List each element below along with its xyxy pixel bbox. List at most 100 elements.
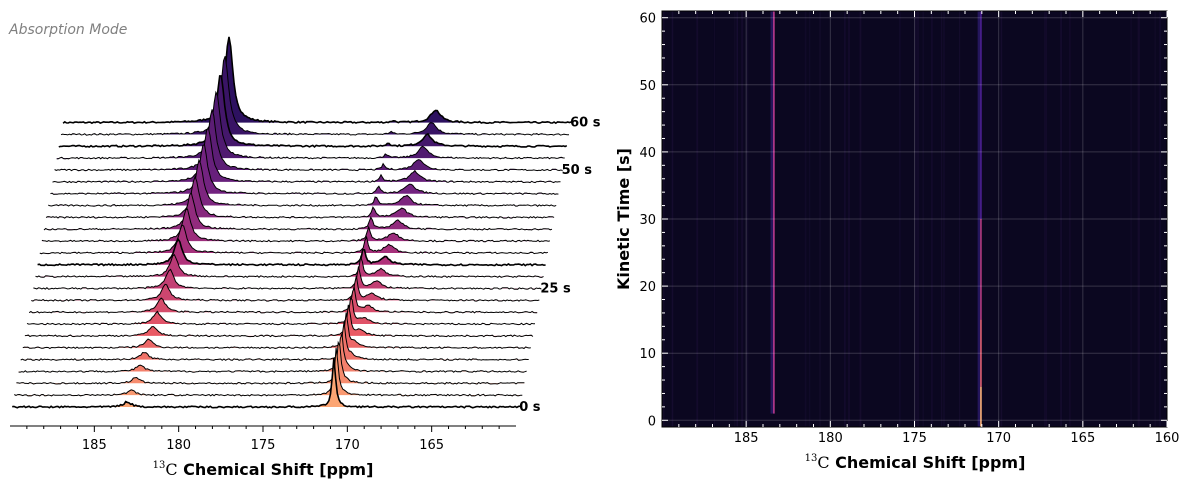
- noise-streak: [741, 11, 744, 427]
- trace-line: [45, 175, 555, 219]
- noise-streak: [1154, 11, 1156, 427]
- trace-line: [12, 357, 521, 409]
- noise-streak: [1043, 11, 1046, 427]
- heatmap-background: [662, 11, 1167, 427]
- noise-streak: [1159, 11, 1161, 427]
- trace-fill: [46, 176, 555, 219]
- peak-r-line: [980, 319, 982, 387]
- noise-streak: [746, 11, 749, 427]
- trace-fill: [44, 192, 552, 230]
- right-ticks: 185 180 175 170 165 160 0 10 20 30 40 50 60: [639, 11, 1179, 446]
- y-tick-label: 0: [648, 414, 656, 429]
- x-tick-label: 180: [166, 438, 191, 453]
- x-tick-label: 165: [1070, 431, 1095, 446]
- time-label: 25 s: [540, 282, 571, 297]
- noise-streak: [1137, 11, 1140, 427]
- y-tick-label: 40: [639, 146, 656, 161]
- y-tick-label: 60: [639, 12, 656, 27]
- trace-line: [31, 275, 540, 302]
- trace-line: [33, 266, 542, 290]
- x-tick-label: 175: [902, 431, 927, 446]
- peak-a-line: [773, 11, 775, 414]
- trace-line: [22, 312, 531, 350]
- x-tick-label: 170: [335, 438, 360, 453]
- trace-line: [56, 90, 565, 160]
- noise-streak: [1000, 11, 1003, 427]
- noise-streak: [917, 11, 919, 427]
- trace-line: [28, 285, 538, 314]
- trace-fill: [20, 321, 529, 361]
- left-x-axis-title: 13C Chemical Shift [ppm]: [153, 460, 374, 479]
- trace-fill: [58, 75, 567, 147]
- noise-streak: [809, 11, 811, 427]
- time-label: 60 s: [570, 116, 601, 131]
- trace-line: [35, 253, 544, 279]
- noise-streak: [671, 11, 673, 427]
- trace-fill: [27, 298, 536, 325]
- noise-streak: [899, 11, 901, 427]
- time-label: 0 s: [519, 400, 541, 415]
- noise-streak: [713, 11, 716, 427]
- trace-fill: [48, 160, 557, 207]
- trace-line: [50, 143, 559, 195]
- noise-streak: [1045, 11, 1047, 427]
- heatmap-panel: 185 180 175 170 165 160 0 10 20 30 40 50 60 13C Chem…: [614, 10, 1179, 472]
- y-tick-label: 20: [639, 280, 656, 295]
- noise-streak: [848, 11, 850, 427]
- noise-streak: [1069, 11, 1071, 427]
- noise-streak: [1060, 11, 1063, 427]
- peak-a-glow: [770, 11, 774, 414]
- noise-streak: [734, 11, 736, 427]
- trace-fill: [12, 357, 521, 408]
- y-tick-label: 10: [639, 347, 656, 362]
- trace-line: [37, 237, 546, 267]
- trace-line: [58, 75, 568, 148]
- trace-line: [54, 109, 563, 172]
- noise-streak: [1130, 11, 1132, 427]
- trace-line: [52, 126, 561, 184]
- noise-streak: [931, 11, 933, 427]
- right-x-axis-title: 13C Chemical Shift [ppm]: [805, 453, 1026, 472]
- trace-fill: [24, 304, 533, 337]
- trace-line: [62, 36, 572, 125]
- noise-streak: [672, 11, 674, 427]
- heatmap-features: [663, 11, 1161, 427]
- trace-line: [20, 321, 529, 361]
- peak-r-line: [980, 11, 982, 219]
- noise-streak: [844, 11, 846, 427]
- noise-streak: [1138, 11, 1140, 427]
- trace-line: [48, 158, 557, 207]
- right-y-axis-title: Kinetic Time [s]: [614, 148, 633, 290]
- trace-line: [16, 340, 525, 385]
- peak-r-glow: [977, 11, 982, 427]
- y-tick-label: 50: [639, 79, 656, 94]
- x-tick-label: 170: [986, 431, 1011, 446]
- noise-streak: [736, 11, 739, 427]
- noise-streak: [859, 11, 862, 427]
- heatmap-grid: [662, 11, 1167, 427]
- noise-streak: [940, 11, 943, 427]
- trace-fill: [41, 209, 550, 242]
- mode-label: Absorption Mode: [8, 22, 127, 38]
- time-label: 50 s: [562, 163, 593, 178]
- trace-line: [24, 304, 534, 338]
- trace-fill: [54, 109, 563, 171]
- trace-line: [18, 333, 527, 373]
- trace-line: [60, 56, 569, 136]
- noise-streak: [696, 11, 699, 427]
- trace-fill: [22, 312, 531, 349]
- waterfall-panel: Absorption Mode 185 180 175 170 165 0 s 25 s 5…: [8, 22, 601, 479]
- x-tick-label: 175: [251, 438, 276, 453]
- x-tick-label: 160: [1155, 431, 1180, 446]
- noise-streak: [914, 11, 917, 427]
- trace-line: [43, 191, 553, 231]
- noise-streak: [922, 11, 924, 427]
- x-tick-label: 185: [82, 438, 107, 453]
- trace-line: [26, 297, 535, 326]
- trace-fill: [35, 254, 544, 278]
- noise-streak: [736, 11, 738, 427]
- time-labels: 0 s 25 s 50 s 60 s: [519, 116, 600, 415]
- trace-line: [39, 224, 548, 255]
- noise-streak: [819, 11, 821, 427]
